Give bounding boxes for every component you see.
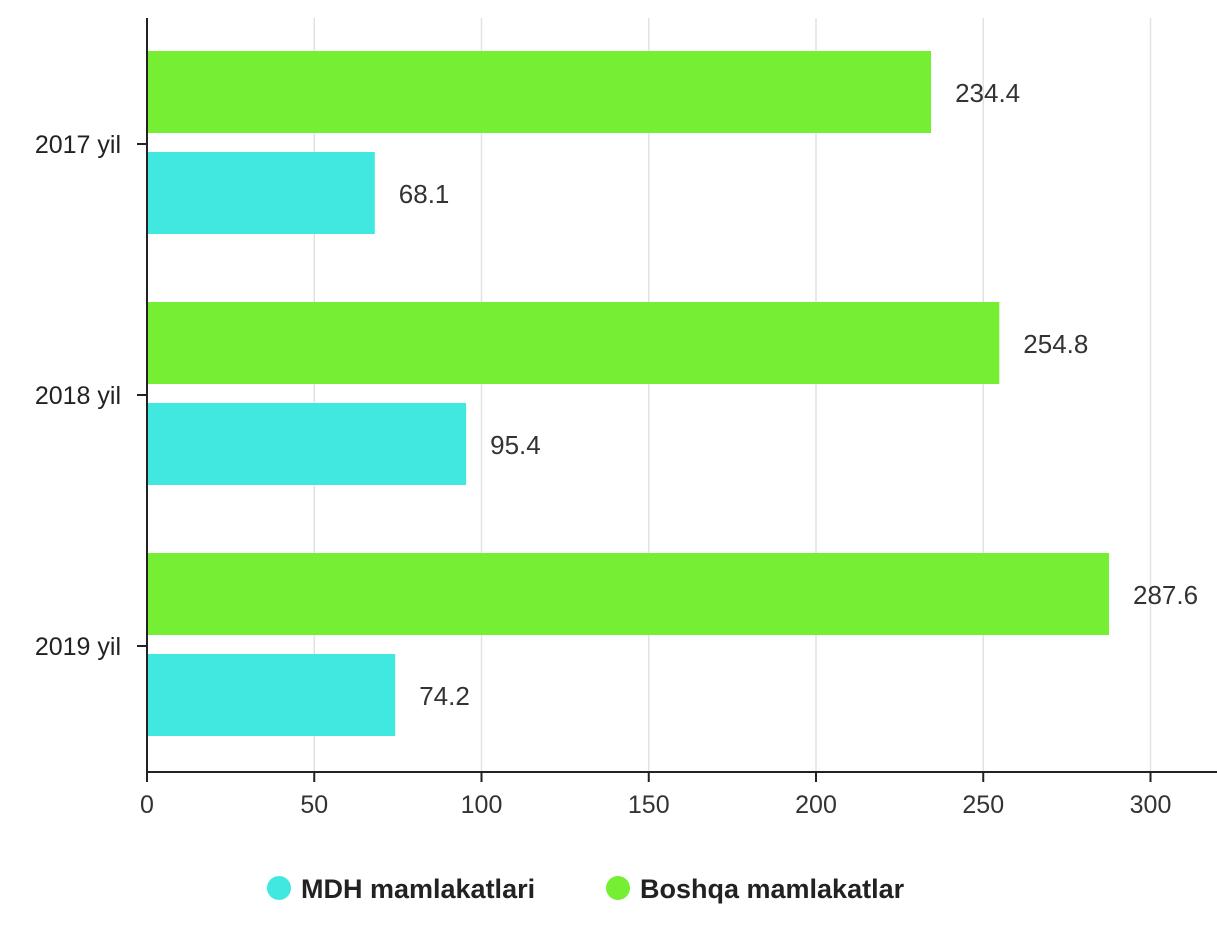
bar-boshqa-2019[interactable] xyxy=(148,553,1110,635)
data-label-mdh-2019: 74.2 xyxy=(419,681,470,711)
legend: MDH mamlakatlari Boshqa mamlakatlar xyxy=(267,874,905,904)
x-tick-label-300: 300 xyxy=(1130,791,1172,819)
x-tick-label-0: 0 xyxy=(140,791,154,819)
bar-mdh-2019[interactable] xyxy=(148,654,396,736)
x-tick-label-250: 250 xyxy=(962,791,1004,819)
legend-item-mdh[interactable]: MDH mamlakatlari xyxy=(267,874,535,904)
bar-boshqa-2017[interactable] xyxy=(148,51,932,133)
category-label-2019: 2019 yil xyxy=(35,633,121,661)
data-label-boshqa-2017: 234.4 xyxy=(955,78,1020,108)
legend-label-mdh: MDH mamlakatlari xyxy=(301,874,535,904)
bar-boshqa-2018[interactable] xyxy=(148,302,1000,384)
data-label-mdh-2018: 95.4 xyxy=(490,430,541,460)
legend-marker-mdh xyxy=(267,876,291,900)
legend-marker-boshqa xyxy=(606,876,630,900)
category-labels: 2017 yil 2018 yil 2019 yil xyxy=(35,131,121,661)
bar-mdh-2018[interactable] xyxy=(148,403,467,485)
legend-label-boshqa: Boshqa mamlakatlar xyxy=(640,874,905,904)
x-tick-label-50: 50 xyxy=(300,791,328,819)
legend-item-boshqa[interactable]: Boshqa mamlakatlar xyxy=(606,874,905,904)
category-label-2017: 2017 yil xyxy=(35,131,121,159)
bars xyxy=(148,51,1110,736)
grid-lines xyxy=(313,18,1152,772)
x-tick-labels: 0 50 100 150 200 250 300 xyxy=(140,791,1171,819)
data-labels: 234.4 254.8 287.6 68.1 95.4 74.2 xyxy=(399,78,1198,711)
x-tick-label-150: 150 xyxy=(628,791,670,819)
data-label-boshqa-2019: 287.6 xyxy=(1133,580,1198,610)
x-tick-label-100: 100 xyxy=(461,791,503,819)
data-label-mdh-2017: 68.1 xyxy=(399,179,450,209)
x-tick-label-200: 200 xyxy=(795,791,837,819)
data-label-boshqa-2018: 254.8 xyxy=(1023,329,1088,359)
category-label-2018: 2018 yil xyxy=(35,382,121,410)
bar-mdh-2017[interactable] xyxy=(148,152,375,234)
axes xyxy=(137,18,1217,782)
